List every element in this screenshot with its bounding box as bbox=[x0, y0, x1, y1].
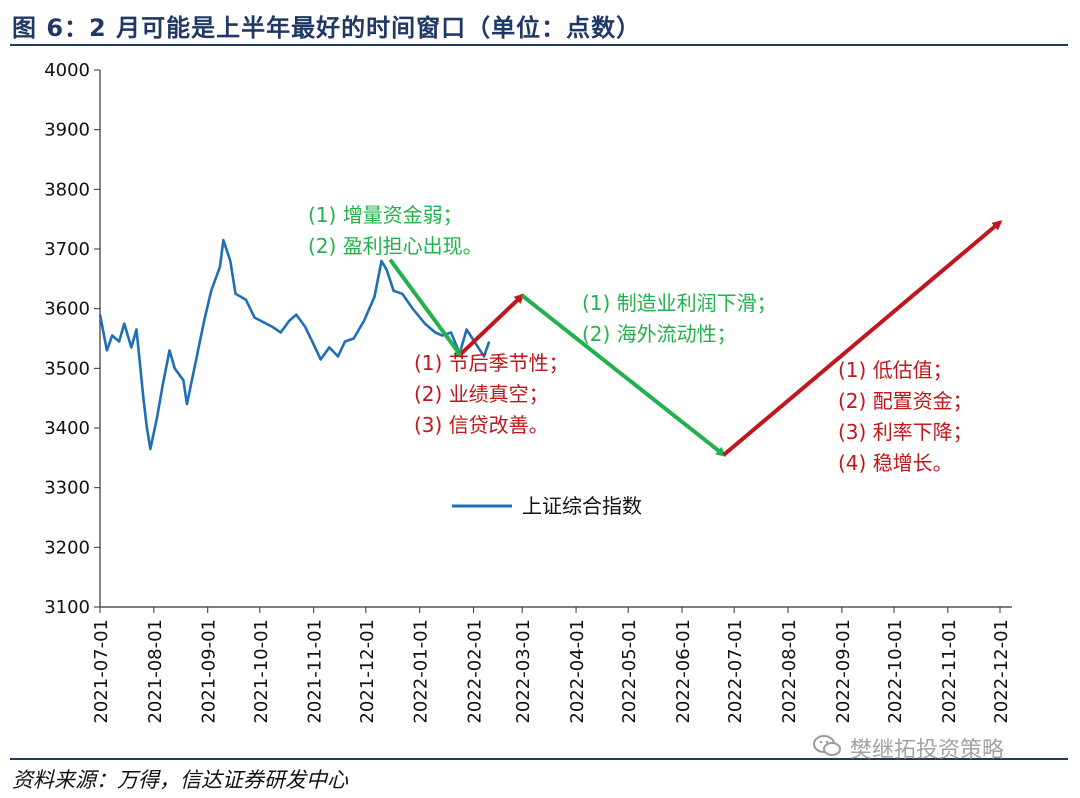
x-tick-label: 2022-09-01 bbox=[833, 619, 854, 724]
x-tick-label: 2022-02-01 bbox=[465, 619, 486, 724]
x-tick-label: 2021-07-01 bbox=[91, 619, 112, 724]
x-tick-label: 2022-06-01 bbox=[673, 619, 694, 724]
x-tick-label: 2021-10-01 bbox=[251, 619, 272, 724]
x-tick-label: 2022-11-01 bbox=[939, 619, 960, 724]
x-tick-label: 2022-10-01 bbox=[885, 619, 906, 724]
series-line-0 bbox=[98, 238, 491, 451]
y-tick-label: 3100 bbox=[44, 597, 90, 618]
annotation-4-line: (4) 稳增长。 bbox=[838, 451, 953, 475]
y-tick-label: 3700 bbox=[44, 239, 90, 260]
x-tick-label: 2021-12-01 bbox=[357, 619, 378, 724]
y-tick-label: 4000 bbox=[44, 60, 90, 81]
x-tick-label: 2021-08-01 bbox=[145, 619, 166, 724]
x-tick-label: 2022-07-01 bbox=[725, 619, 746, 724]
annotation-2-line: (3) 信贷改善。 bbox=[414, 413, 549, 437]
annotation-4-line: (3) 利率下降； bbox=[838, 420, 973, 444]
annotation-4-line: (1) 低估值； bbox=[838, 358, 953, 382]
y-tick-label: 3500 bbox=[44, 358, 90, 379]
y-tick-label: 3400 bbox=[44, 418, 90, 439]
y-tick-label: 3800 bbox=[44, 179, 90, 200]
trend-arrow-2 bbox=[460, 293, 525, 355]
y-tick-label: 3300 bbox=[44, 478, 90, 499]
source-divider bbox=[10, 758, 1068, 760]
wechat-icon bbox=[813, 735, 841, 756]
annotation-3-line: (2) 海外流动性； bbox=[582, 322, 737, 346]
x-tick-label: 2022-08-01 bbox=[779, 619, 800, 724]
chart-title: 图 6：2 月可能是上半年最好的时间窗口（单位：点数） bbox=[12, 14, 642, 42]
source-note: 资料来源：万得，信达证券研发中心 bbox=[12, 768, 348, 792]
legend-label: 上证综合指数 bbox=[522, 494, 642, 518]
watermark: 樊继拓投资策略 bbox=[850, 738, 1005, 763]
y-tick-label: 3200 bbox=[44, 537, 90, 558]
title-divider bbox=[10, 44, 1068, 46]
annotation-1-line: (1) 增量资金弱； bbox=[308, 203, 463, 227]
annotation-4-line: (2) 配置资金； bbox=[838, 389, 973, 413]
y-tick-label: 3600 bbox=[44, 299, 90, 320]
annotation-1-line: (2) 盈利担心出现。 bbox=[308, 234, 483, 258]
y-tick-label: 3900 bbox=[44, 120, 90, 141]
chart: 3100 3200 3300 3400 3500 3600 3700 3800 3900 4000… bbox=[44, 60, 1012, 724]
x-tick-label: 2022-04-01 bbox=[567, 619, 588, 724]
x-tick-label: 2021-11-01 bbox=[305, 619, 326, 724]
x-tick-label: 2022-01-01 bbox=[411, 619, 432, 724]
x-tick-label: 2022-05-01 bbox=[619, 619, 640, 724]
legend: 上证综合指数 bbox=[452, 494, 642, 518]
x-tick-label: 2022-12-01 bbox=[991, 619, 1012, 724]
trend-arrow-1 bbox=[388, 258, 464, 359]
trend-arrow-3 bbox=[520, 293, 727, 457]
annotation-2-line: (2) 业绩真空； bbox=[414, 382, 549, 406]
x-tick-label: 2021-09-01 bbox=[199, 619, 220, 724]
annotation-3-line: (1) 制造业利润下滑； bbox=[582, 291, 777, 315]
x-tick-label: 2022-03-01 bbox=[513, 619, 534, 724]
annotation-2-line: (1) 节后季节性； bbox=[414, 351, 569, 375]
trend-arrow-4 bbox=[722, 220, 1003, 457]
